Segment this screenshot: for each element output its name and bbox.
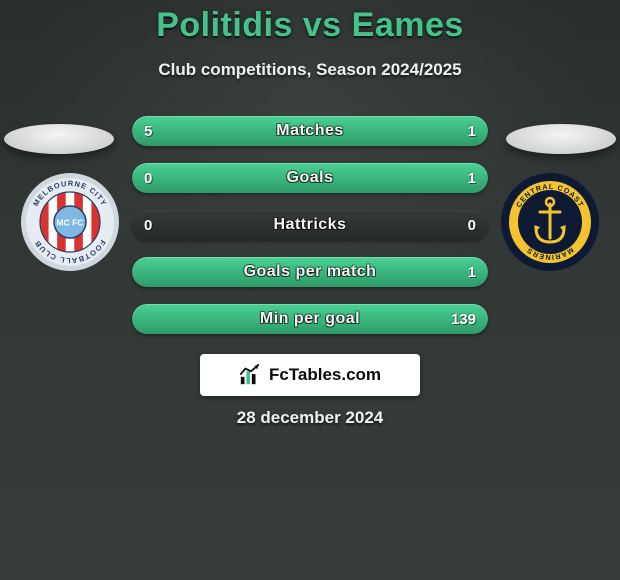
club-crest-left: MELBOURNE CITY FOOTBALL CLUB MC FC [20,172,120,272]
stat-row: 51Matches [132,116,488,146]
crest-left-center-text: MC FC [57,218,84,228]
stat-row: 01Goals [132,163,488,193]
stat-label: Goals per match [132,257,488,287]
stat-label: Matches [132,116,488,146]
player-shadow-right [506,124,616,154]
stat-label: Min per goal [132,304,488,334]
brand-bars-icon [239,364,261,386]
date-text: 28 december 2024 [0,408,620,428]
page-title: Politidis vs Eames [0,6,620,45]
stat-row: 1Goals per match [132,257,488,287]
stat-row: 139Min per goal [132,304,488,334]
player-shadow-left [4,124,114,154]
stat-label: Hattricks [132,210,488,240]
stat-label: Goals [132,163,488,193]
brand-text: FcTables.com [269,365,381,385]
comparison-chart: 51Matches 01Goals 00Hattricks 1Goals per ma… [132,116,488,334]
page-subtitle: Club competitions, Season 2024/2025 [0,60,620,80]
brand-box: FcTables.com [200,354,420,396]
stat-row: 00Hattricks [132,210,488,240]
club-crest-right: CENTRAL COAST MARINERS [500,172,600,272]
